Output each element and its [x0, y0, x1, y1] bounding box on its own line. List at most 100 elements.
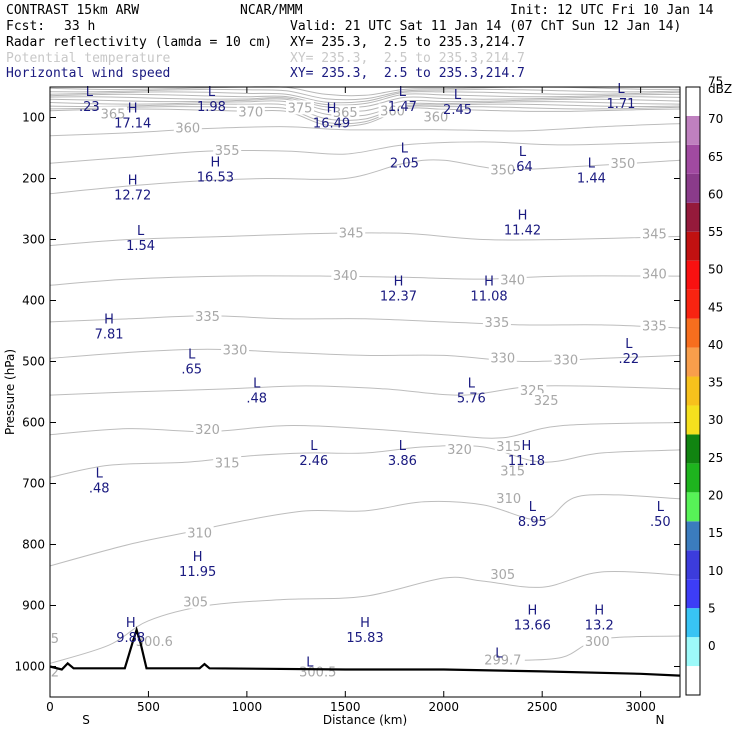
- colorbar-swatch: [686, 144, 700, 174]
- extremum-value: 2.46: [299, 454, 328, 469]
- header-fcst-label: Fcst:: [6, 19, 46, 34]
- theta-label-bg: [331, 268, 360, 283]
- upper-contour-line: [49, 96, 681, 109]
- theta-label-bg: [494, 490, 523, 505]
- extremum-type: L: [399, 439, 407, 454]
- y-tick-label: 200: [22, 172, 45, 186]
- theta-contour-305: [49, 570, 681, 664]
- extremum-value: 8.95: [518, 515, 547, 530]
- x-tick-label: 3000: [625, 700, 656, 714]
- extremum-type: H: [210, 155, 220, 170]
- wind-extremum: H16.49: [313, 102, 350, 132]
- theta-label-bg: [173, 120, 202, 135]
- colorbar-swatch: [686, 231, 700, 261]
- wind-extremum: L1.44: [577, 157, 606, 187]
- extremum-value: 11.18: [508, 454, 545, 469]
- extremum-value: 1.47: [388, 100, 417, 115]
- theta-label-bg: [482, 315, 511, 330]
- theta-label-bg: [193, 308, 222, 323]
- theta-label: 345: [642, 228, 667, 243]
- x-end-label-right: N: [656, 713, 665, 727]
- extremum-value: .48: [89, 481, 110, 496]
- axes: 0 500 1000 1500 2000 2500 3000 100 200 300 400 500 6…: [14, 87, 680, 714]
- colorbar-label: 40: [708, 338, 723, 352]
- theta-label: 355: [215, 144, 240, 159]
- y-tick-label: 900: [22, 599, 45, 613]
- extremum-value: .50: [650, 515, 671, 530]
- theta-label-bg: [551, 352, 580, 367]
- extremum-value: 11.08: [470, 289, 507, 304]
- theta-label: 310: [187, 527, 212, 542]
- theta-label-bg: [480, 652, 525, 667]
- extremum-value: 1.98: [197, 100, 226, 115]
- wind-extrema: L.23L1.98L1.47L2.45L1.71H17.14H16.49L2.0…: [79, 82, 671, 670]
- theta-label-bg: [213, 455, 242, 470]
- colorbar-swatch: [686, 637, 700, 667]
- theta-label: 330: [490, 351, 515, 366]
- extremum-type: L: [657, 500, 665, 515]
- extremum-type: L: [401, 141, 409, 156]
- wind-extremum: L.22: [618, 337, 639, 367]
- plot-frame: [49, 86, 681, 698]
- theta-contours: [49, 123, 681, 664]
- colorbar-label: 20: [708, 489, 723, 503]
- y-tick-label: 500: [22, 355, 45, 369]
- x-tick-label: 2000: [428, 700, 459, 714]
- extremum-type: L: [208, 85, 216, 100]
- upper-contour-line: [49, 107, 681, 127]
- extremum-value: .23: [79, 100, 100, 115]
- theta-label: 365: [333, 106, 358, 121]
- theta-label: 305: [490, 568, 515, 583]
- extremum-value: 9.88: [116, 631, 145, 646]
- colorbar-label: 5: [708, 601, 716, 615]
- wind-extremum: L.48: [246, 377, 267, 407]
- extremum-value: 1.54: [126, 239, 155, 254]
- theta-label: 375: [288, 101, 313, 116]
- x-tick-label: 500: [137, 700, 160, 714]
- wind-extremum: H11.18: [508, 439, 545, 469]
- theta-label-bg: [48, 631, 61, 646]
- extremum-value: .65: [181, 362, 202, 377]
- colorbar-title: dBZ: [708, 82, 732, 96]
- terrain: [49, 626, 681, 677]
- colorbar-swatch: [686, 579, 700, 609]
- colorbar-label: 15: [708, 526, 723, 540]
- extremum-type: L: [188, 347, 196, 362]
- theta-label: 335: [195, 310, 220, 325]
- theta-contour-315: [49, 445, 681, 478]
- theta-contour-350: [49, 159, 681, 195]
- colorbar-label: 10: [708, 564, 723, 578]
- theta-label-bg: [286, 100, 315, 115]
- y-tick-label: 100: [22, 111, 45, 125]
- colorbar-swatch: [686, 376, 700, 406]
- wind-extremum: L3.86: [388, 439, 417, 469]
- colorbar-swatch: [686, 318, 700, 348]
- extremum-type: L: [306, 656, 314, 671]
- extremum-value: .22: [618, 352, 639, 367]
- theta-label: 305: [183, 595, 208, 610]
- field-wind-name: Horizontal wind speed: [6, 66, 171, 81]
- upper-contour-line: [49, 91, 681, 104]
- theta-label: 340: [500, 273, 525, 288]
- extremum-type: L: [96, 466, 104, 481]
- theta-label-bg: [488, 162, 517, 177]
- wind-extremum: H12.72: [114, 174, 151, 204]
- extremum-type: L: [253, 377, 261, 392]
- theta-label: 300: [585, 635, 610, 650]
- extremum-value: 3.86: [388, 454, 417, 469]
- y-tick-label: 600: [22, 416, 45, 430]
- wind-extremum: H15.83: [346, 616, 383, 646]
- field-theta-xy: XY= 235.3, 2.5 to 235.3,214.7: [290, 51, 525, 66]
- theta-label: 315: [215, 456, 240, 471]
- x-tick-label: 1000: [232, 700, 263, 714]
- extremum-type: H: [104, 313, 114, 328]
- extremum-value: 13.2: [585, 619, 614, 634]
- theta-contour-340: [49, 275, 681, 286]
- extremum-value: .48: [246, 392, 267, 407]
- wind-extremum: L1.47: [388, 85, 417, 115]
- upper-contour-line: [49, 88, 681, 101]
- extremum-type: H: [360, 616, 370, 631]
- extremum-type: L: [529, 500, 537, 515]
- theta-contour-360: [49, 123, 681, 137]
- theta-label-bg: [498, 272, 527, 287]
